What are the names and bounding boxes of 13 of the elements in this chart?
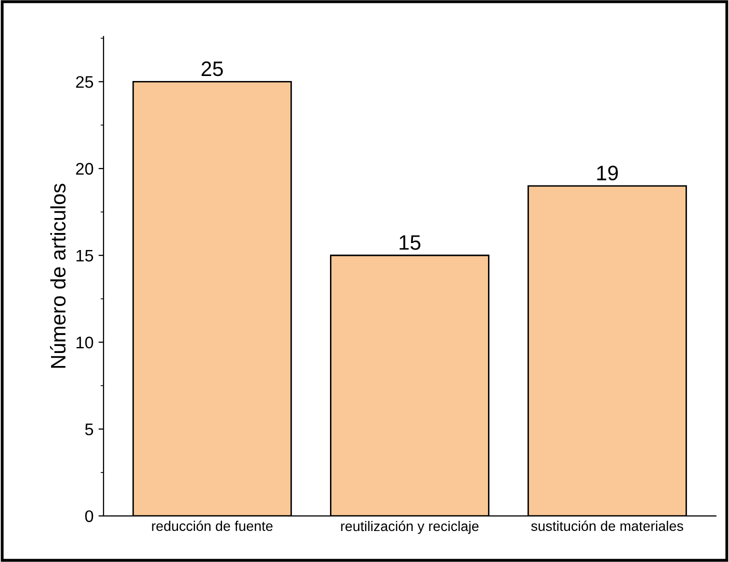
y-tick-label: 5 (85, 424, 94, 436)
x-tick-label: sustitución de materiales (531, 520, 684, 531)
x-tick-label: reducción de fuente (152, 520, 273, 531)
data-label: 15 (400, 235, 420, 250)
data-label: 19 (597, 166, 618, 180)
x-tick-label: reutilización y reciclaje (341, 520, 479, 534)
y-tick-label: 20 (76, 162, 94, 175)
data-label: 25 (202, 61, 223, 76)
y-tick-label: 0 (85, 510, 94, 522)
y-axis-title: Número de articulos (50, 184, 66, 368)
y-tick-label: 25 (76, 76, 94, 88)
y-tick-label: 15 (76, 250, 94, 262)
y-tick-label: 10 (76, 336, 94, 348)
